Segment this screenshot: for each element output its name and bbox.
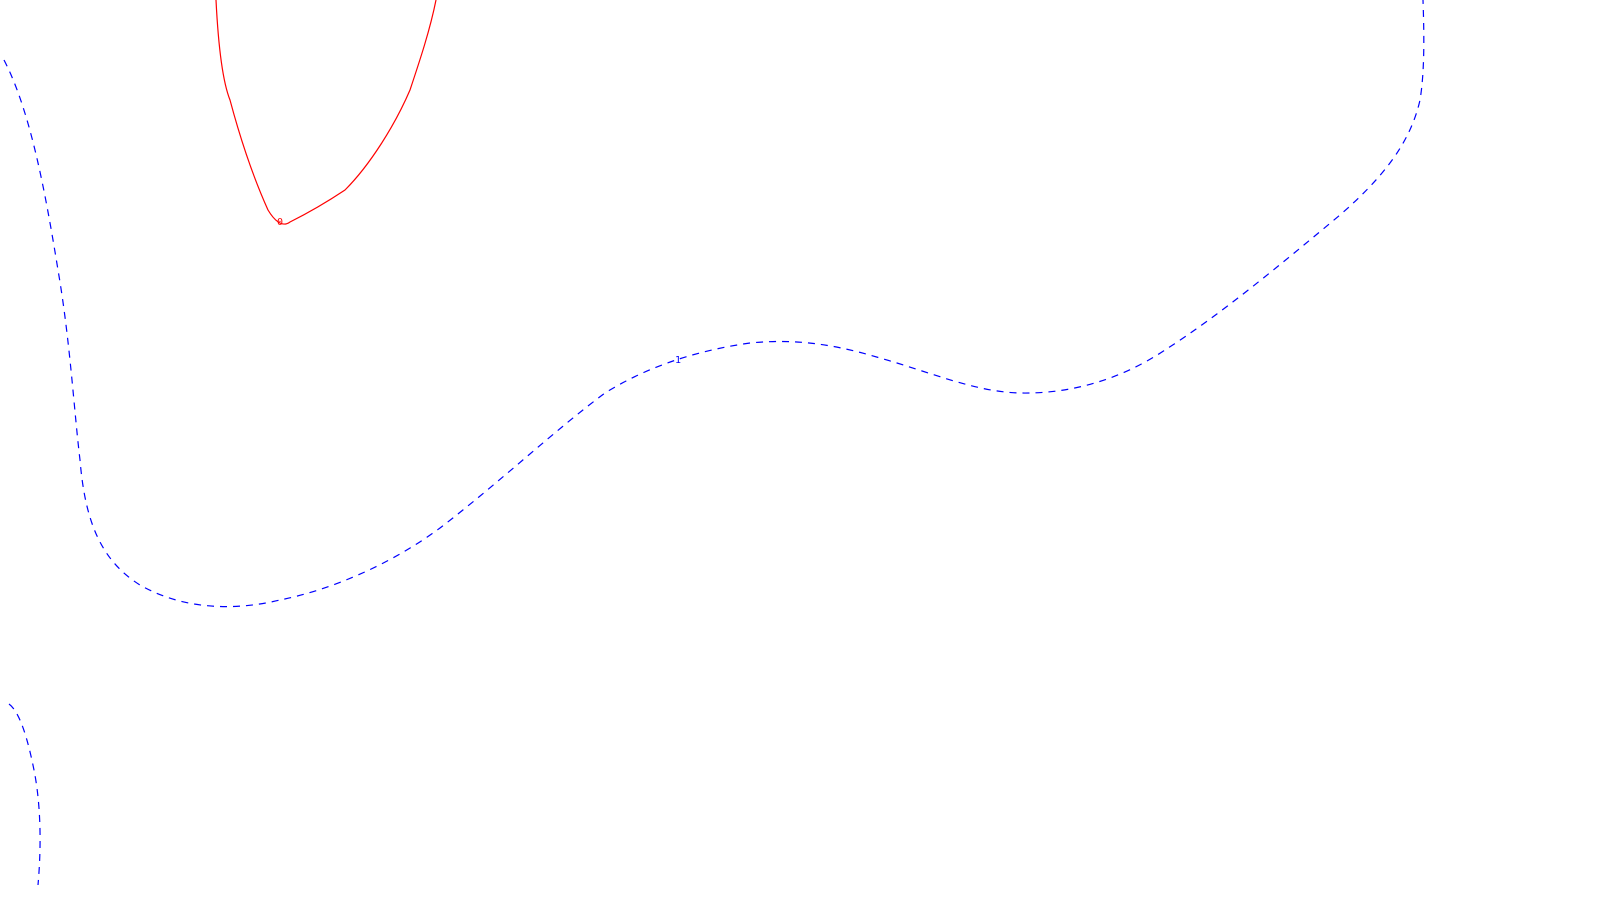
- contour-line-lower-left: [8, 703, 41, 886]
- contour-label-1: 1: [675, 355, 681, 366]
- contour-line-1: [3, 0, 1425, 608]
- contour-label-0: 0: [277, 217, 283, 228]
- contour-line-0: [215, 0, 437, 225]
